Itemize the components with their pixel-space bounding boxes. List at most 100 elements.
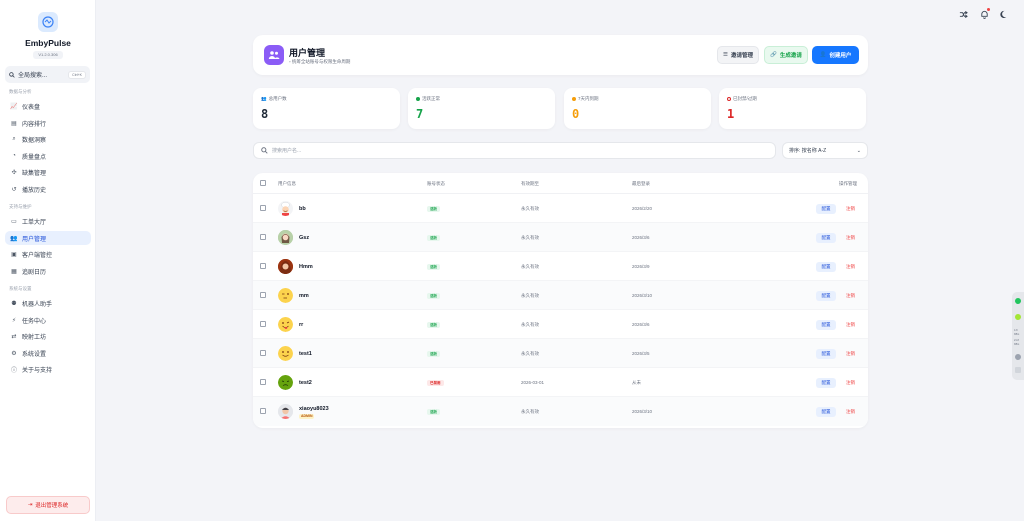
sidebar-item-label: 工单大厅: [22, 219, 47, 226]
sidebar-item-dashboard[interactable]: 📈 仪表盘: [5, 99, 91, 113]
avatar: [278, 201, 293, 216]
clock-icon: [572, 97, 576, 101]
sidebar-item-insights[interactable]: ⌕ 数据洞察: [5, 132, 91, 146]
app-version: V1.2.0.306: [33, 51, 63, 59]
config-button[interactable]: 配置: [816, 262, 836, 272]
sidebar-item-label: 仪表盘: [22, 104, 41, 111]
delete-button[interactable]: 注销: [846, 380, 855, 385]
sidebar-item-label: 映射工坊: [22, 334, 47, 341]
last-login: 2026/2/20: [632, 206, 653, 211]
download-speed-unit: KB/s: [1014, 343, 1020, 346]
table-row[interactable]: rr 活跃 永久有效 2026/3/6 配置 注销: [253, 310, 868, 339]
sort-value: 排序: 按名称 A-Z: [789, 148, 827, 154]
admin-badge: ADMIN: [299, 414, 315, 419]
sidebar-item-robot[interactable]: ⚉ 机器人助手: [5, 296, 91, 310]
sidebar-item-settings[interactable]: ⚙ 系统设置: [5, 346, 91, 360]
sort-select[interactable]: 排序: 按名称 A-Z ⌄: [782, 142, 868, 159]
sidebar-item-about[interactable]: ⓘ 关于与支持: [5, 362, 91, 376]
row-checkbox[interactable]: [260, 350, 266, 356]
generate-invite-label: 生成邀请: [779, 53, 802, 59]
sidebar-item-quality[interactable]: ◔ 质量盘点: [5, 149, 91, 163]
delete-button[interactable]: 注销: [846, 206, 855, 211]
stat-value: 1: [727, 107, 735, 121]
table-row[interactable]: bb 活跃 永久有效 2026/2/20 配置 注销: [253, 194, 868, 223]
history-icon: ↺: [11, 186, 17, 193]
delete-button[interactable]: 注销: [846, 351, 855, 356]
row-checkbox[interactable]: [260, 321, 266, 327]
invite-manage-button[interactable]: ☰ 邀请管理: [717, 46, 759, 64]
create-user-button[interactable]: 👤 创建用户: [812, 46, 859, 64]
gear-icon: ⚙: [11, 350, 17, 357]
delete-button[interactable]: 注销: [846, 264, 855, 269]
col-last-login: 最后登录: [632, 181, 650, 186]
table-row[interactable]: Gsz 活跃 永久有效 2026/3/6 配置 注销: [253, 223, 868, 252]
bolt-icon: ⚡: [11, 317, 17, 324]
sidebar-item-label: 追剧日历: [22, 269, 47, 276]
col-validity: 有效期至: [521, 181, 539, 186]
delete-button[interactable]: 注销: [846, 409, 855, 414]
row-checkbox[interactable]: [260, 408, 266, 414]
row-checkbox[interactable]: [260, 205, 266, 211]
sidebar-item-mapping[interactable]: ⇄ 映射工坊: [5, 329, 91, 343]
config-button[interactable]: 配置: [816, 204, 836, 214]
logout-button[interactable]: ⇥ 退出管理系统: [6, 496, 90, 514]
config-button[interactable]: 配置: [816, 320, 836, 330]
config-button[interactable]: 配置: [816, 291, 836, 301]
add-user-icon: 👤: [819, 52, 827, 58]
network-speed-panel[interactable]: 4.8 KB/s 21.8 KB/s: [1012, 292, 1024, 380]
status-badge: 活跃: [427, 322, 440, 328]
sidebar-item-calendar[interactable]: ▦ 追剧日历: [5, 264, 91, 278]
sidebar-item-missing[interactable]: ✣ 缺集管理: [5, 165, 91, 179]
validity: 永久有效: [521, 235, 539, 240]
config-button[interactable]: 配置: [816, 349, 836, 359]
moon-icon[interactable]: [999, 9, 1009, 19]
logout-icon: ⇥: [27, 502, 33, 508]
stat-card-banned: 已封禁/过期 1: [719, 88, 866, 129]
upload-speed-unit: KB/s: [1014, 333, 1020, 336]
user-search-input[interactable]: 搜索用户名...: [253, 142, 776, 159]
row-checkbox[interactable]: [260, 379, 266, 385]
config-button[interactable]: 配置: [816, 407, 836, 417]
col-actions: 操作管理: [839, 181, 857, 186]
delete-button[interactable]: 注销: [846, 322, 855, 327]
delete-button[interactable]: 注销: [846, 235, 855, 240]
user-search-placeholder: 搜索用户名...: [272, 148, 302, 154]
last-login: 2026/3/6: [632, 322, 650, 327]
sidebar-item-tickets[interactable]: ▭ 工单大厅: [5, 214, 91, 228]
sidebar-item-users[interactable]: 👥 用户管理: [5, 231, 91, 245]
calendar-icon: ▦: [11, 268, 17, 275]
table-row[interactable]: mm 活跃 永久有效 2026/3/10 配置 注销: [253, 281, 868, 310]
table-row[interactable]: xiaoyu8023 ADMIN 活跃 永久有效 2026/3/10 配置 注销: [253, 397, 868, 426]
sidebar-item-tasks[interactable]: ⚡ 任务中心: [5, 313, 91, 327]
sidebar-item-content-rank[interactable]: ▤ 内容排行: [5, 116, 91, 130]
config-button[interactable]: 配置: [816, 233, 836, 243]
sidebar-item-history[interactable]: ↺ 播放历史: [5, 182, 91, 196]
avatar: [278, 404, 293, 419]
config-button[interactable]: 配置: [816, 378, 836, 388]
stat-value: 7: [416, 107, 424, 121]
validity: 永久有效: [521, 409, 539, 414]
username: test1: [299, 351, 312, 357]
table-row[interactable]: test2 已禁用 2026-03-01 从未 配置 注销: [253, 368, 868, 397]
bell-icon[interactable]: [979, 8, 990, 19]
global-search[interactable]: 全局搜索... Ctrl+K: [5, 66, 90, 83]
table-row[interactable]: Hmm 活跃 永久有效 2026/3/9 配置 注销: [253, 252, 868, 281]
stat-card-expiring: 7天内到期 0: [564, 88, 711, 129]
table-row[interactable]: test1 活跃 永久有效 2026/3/5 配置 注销: [253, 339, 868, 368]
row-checkbox[interactable]: [260, 263, 266, 269]
delete-button[interactable]: 注销: [846, 293, 855, 298]
shield-icon: ▫: [289, 59, 292, 64]
status-dot-icon: [1015, 298, 1021, 304]
generate-invite-button[interactable]: 🔗 生成邀请: [764, 46, 808, 64]
sidebar-item-clients[interactable]: ▣ 客户端管控: [5, 247, 91, 261]
puzzle-icon: ✣: [11, 169, 17, 176]
sidebar-item-label: 关于与支持: [22, 367, 53, 374]
row-checkbox[interactable]: [260, 234, 266, 240]
avatar: [278, 346, 293, 361]
search-icon: [261, 147, 268, 154]
select-all-checkbox[interactable]: [260, 180, 266, 186]
row-checkbox[interactable]: [260, 292, 266, 298]
shuffle-icon[interactable]: [958, 9, 968, 19]
upload-speed-value: 4.8: [1014, 329, 1018, 332]
avatar: [278, 230, 293, 245]
